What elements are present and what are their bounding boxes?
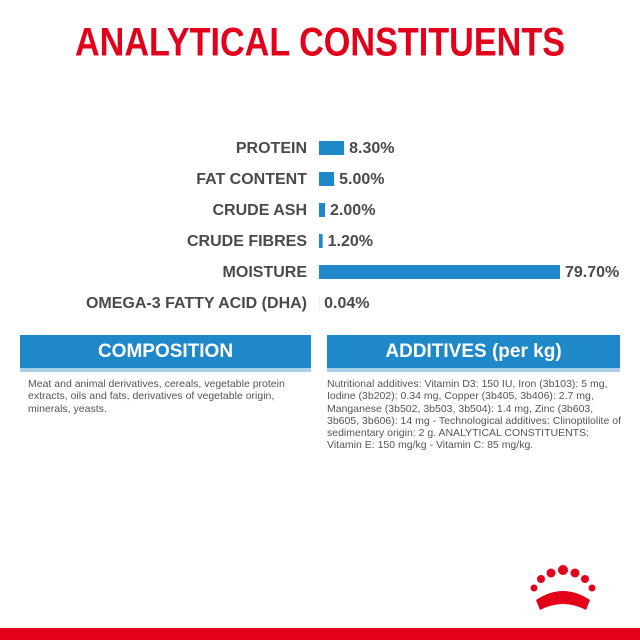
additives-text: Nutritional additives: Vitamin D3: 150 I… bbox=[327, 378, 621, 452]
value-label: 0.04% bbox=[324, 295, 369, 312]
composition-heading: COMPOSITION bbox=[20, 335, 311, 372]
composition-text: Meat and animal derivatives, cereals, ve… bbox=[28, 378, 285, 415]
value-label: 2.00% bbox=[330, 202, 375, 219]
bar bbox=[319, 265, 560, 279]
bar bbox=[319, 234, 323, 248]
additives-heading: ADDITIVES (per kg) bbox=[327, 335, 620, 372]
category-label: CRUDE ASH bbox=[212, 202, 307, 219]
category-label: MOISTURE bbox=[223, 264, 308, 281]
value-label: 8.30% bbox=[349, 140, 394, 157]
bar bbox=[319, 141, 345, 155]
bar bbox=[319, 203, 326, 217]
category-label: CRUDE FIBRES bbox=[187, 233, 307, 250]
bar bbox=[319, 172, 335, 186]
value-label: 1.20% bbox=[328, 233, 373, 250]
bottom-bar bbox=[0, 628, 640, 640]
value-label: 5.00% bbox=[339, 171, 384, 188]
chart: ANALYTICAL CONSTITUENTS PROTEIN 8.30% FAT … bbox=[75, 21, 619, 313]
chart-title: ANALYTICAL CONSTITUENTS bbox=[75, 21, 565, 65]
logo bbox=[530, 565, 596, 610]
value-label: 79.70% bbox=[565, 264, 619, 281]
category-label: PROTEIN bbox=[236, 140, 307, 157]
category-label: FAT CONTENT bbox=[196, 171, 307, 188]
category-label: OMEGA-3 FATTY ACID (DHA) bbox=[86, 295, 307, 312]
